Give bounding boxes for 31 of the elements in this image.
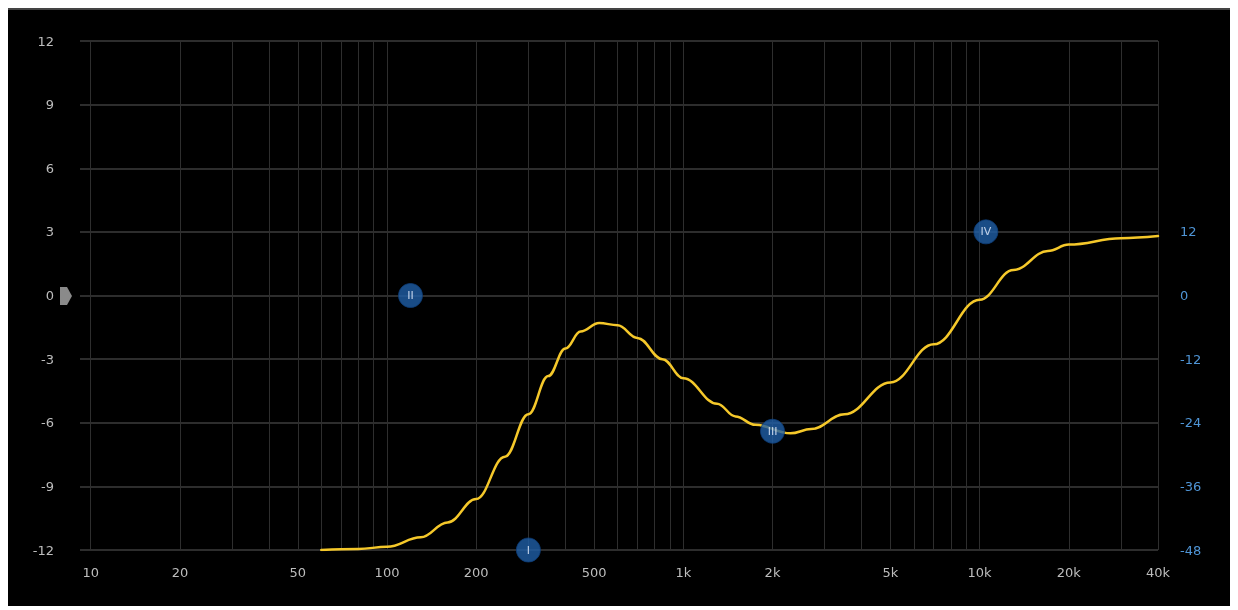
x-tick-label: 20k	[1056, 565, 1082, 580]
y2-tick-label: -12	[1180, 351, 1202, 367]
x-tick-label: 2k	[764, 565, 781, 580]
y-tick-label: 6	[45, 160, 54, 176]
y-tick-label: 12	[37, 33, 54, 49]
x-tick-label: 10k	[967, 565, 993, 580]
x-tick-label: 5k	[882, 565, 899, 580]
y2-tick-label: 12	[1180, 224, 1197, 240]
x-tick-label: 1k	[675, 565, 692, 580]
y2-tick-label: 0	[1180, 288, 1189, 303]
y-tick-label: 9	[45, 97, 54, 113]
data-label: I	[526, 543, 531, 557]
x-tick-label: 20	[171, 565, 189, 580]
y2-tick-label: -36	[1180, 478, 1202, 494]
x-tick-label: 200	[463, 565, 489, 580]
y2-tick-label: -48	[1180, 542, 1202, 558]
y-tick-label: -6	[41, 415, 54, 431]
x-tick-label: 50	[289, 565, 307, 580]
data-label: II	[407, 289, 414, 302]
y-tick-label: -3	[41, 351, 54, 367]
data-label: III	[767, 424, 778, 438]
data-label: IV	[980, 225, 992, 239]
y-tick-label: 0	[45, 288, 54, 303]
x-tick-label: 500	[581, 565, 607, 580]
y-tick-label: 3	[45, 224, 54, 240]
x-tick-label: 10	[82, 565, 99, 580]
x-tick-label: 100	[374, 565, 400, 580]
x-tick-label: 40k	[1145, 565, 1171, 580]
y-tick-label: -9	[41, 478, 54, 494]
y2-tick-label: -24	[1180, 415, 1202, 431]
y-tick-label: -12	[32, 542, 54, 558]
